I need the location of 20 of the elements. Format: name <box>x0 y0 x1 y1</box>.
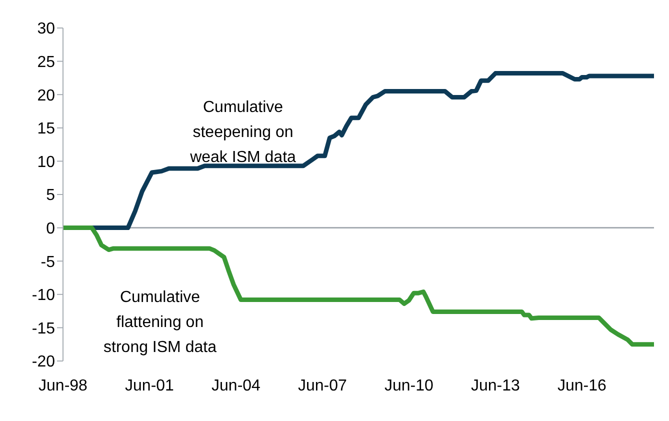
x-tick-label: Jun-98 <box>38 377 88 394</box>
x-tick-label: Jun-07 <box>298 377 347 394</box>
y-tick-label: 15 <box>37 120 56 138</box>
y-tick-label: 10 <box>37 154 56 171</box>
x-tick-label: Jun-10 <box>384 377 434 394</box>
y-tick-label: 30 <box>37 20 56 38</box>
y-tick-label: 0 <box>46 220 56 238</box>
y-tick-label: -15 <box>32 320 56 338</box>
y-tick-label: -20 <box>32 354 56 371</box>
y-tick-label: 20 <box>37 87 56 104</box>
y-tick-label: 25 <box>37 54 56 71</box>
y-tick-label: -10 <box>32 287 56 304</box>
x-tick-label: Jun-04 <box>212 377 261 394</box>
annotation: Cumulative steepening on weak ISM data <box>189 98 297 168</box>
x-tick-label: Jun-01 <box>125 377 174 394</box>
x-tick-label: Jun-13 <box>470 377 520 394</box>
x-tick-label: Jun-16 <box>557 377 607 394</box>
annotation: Cumulative flattening on strong ISM data <box>102 288 218 358</box>
y-tick-label: 5 <box>46 187 56 204</box>
y-tick-label: -5 <box>40 254 56 271</box>
